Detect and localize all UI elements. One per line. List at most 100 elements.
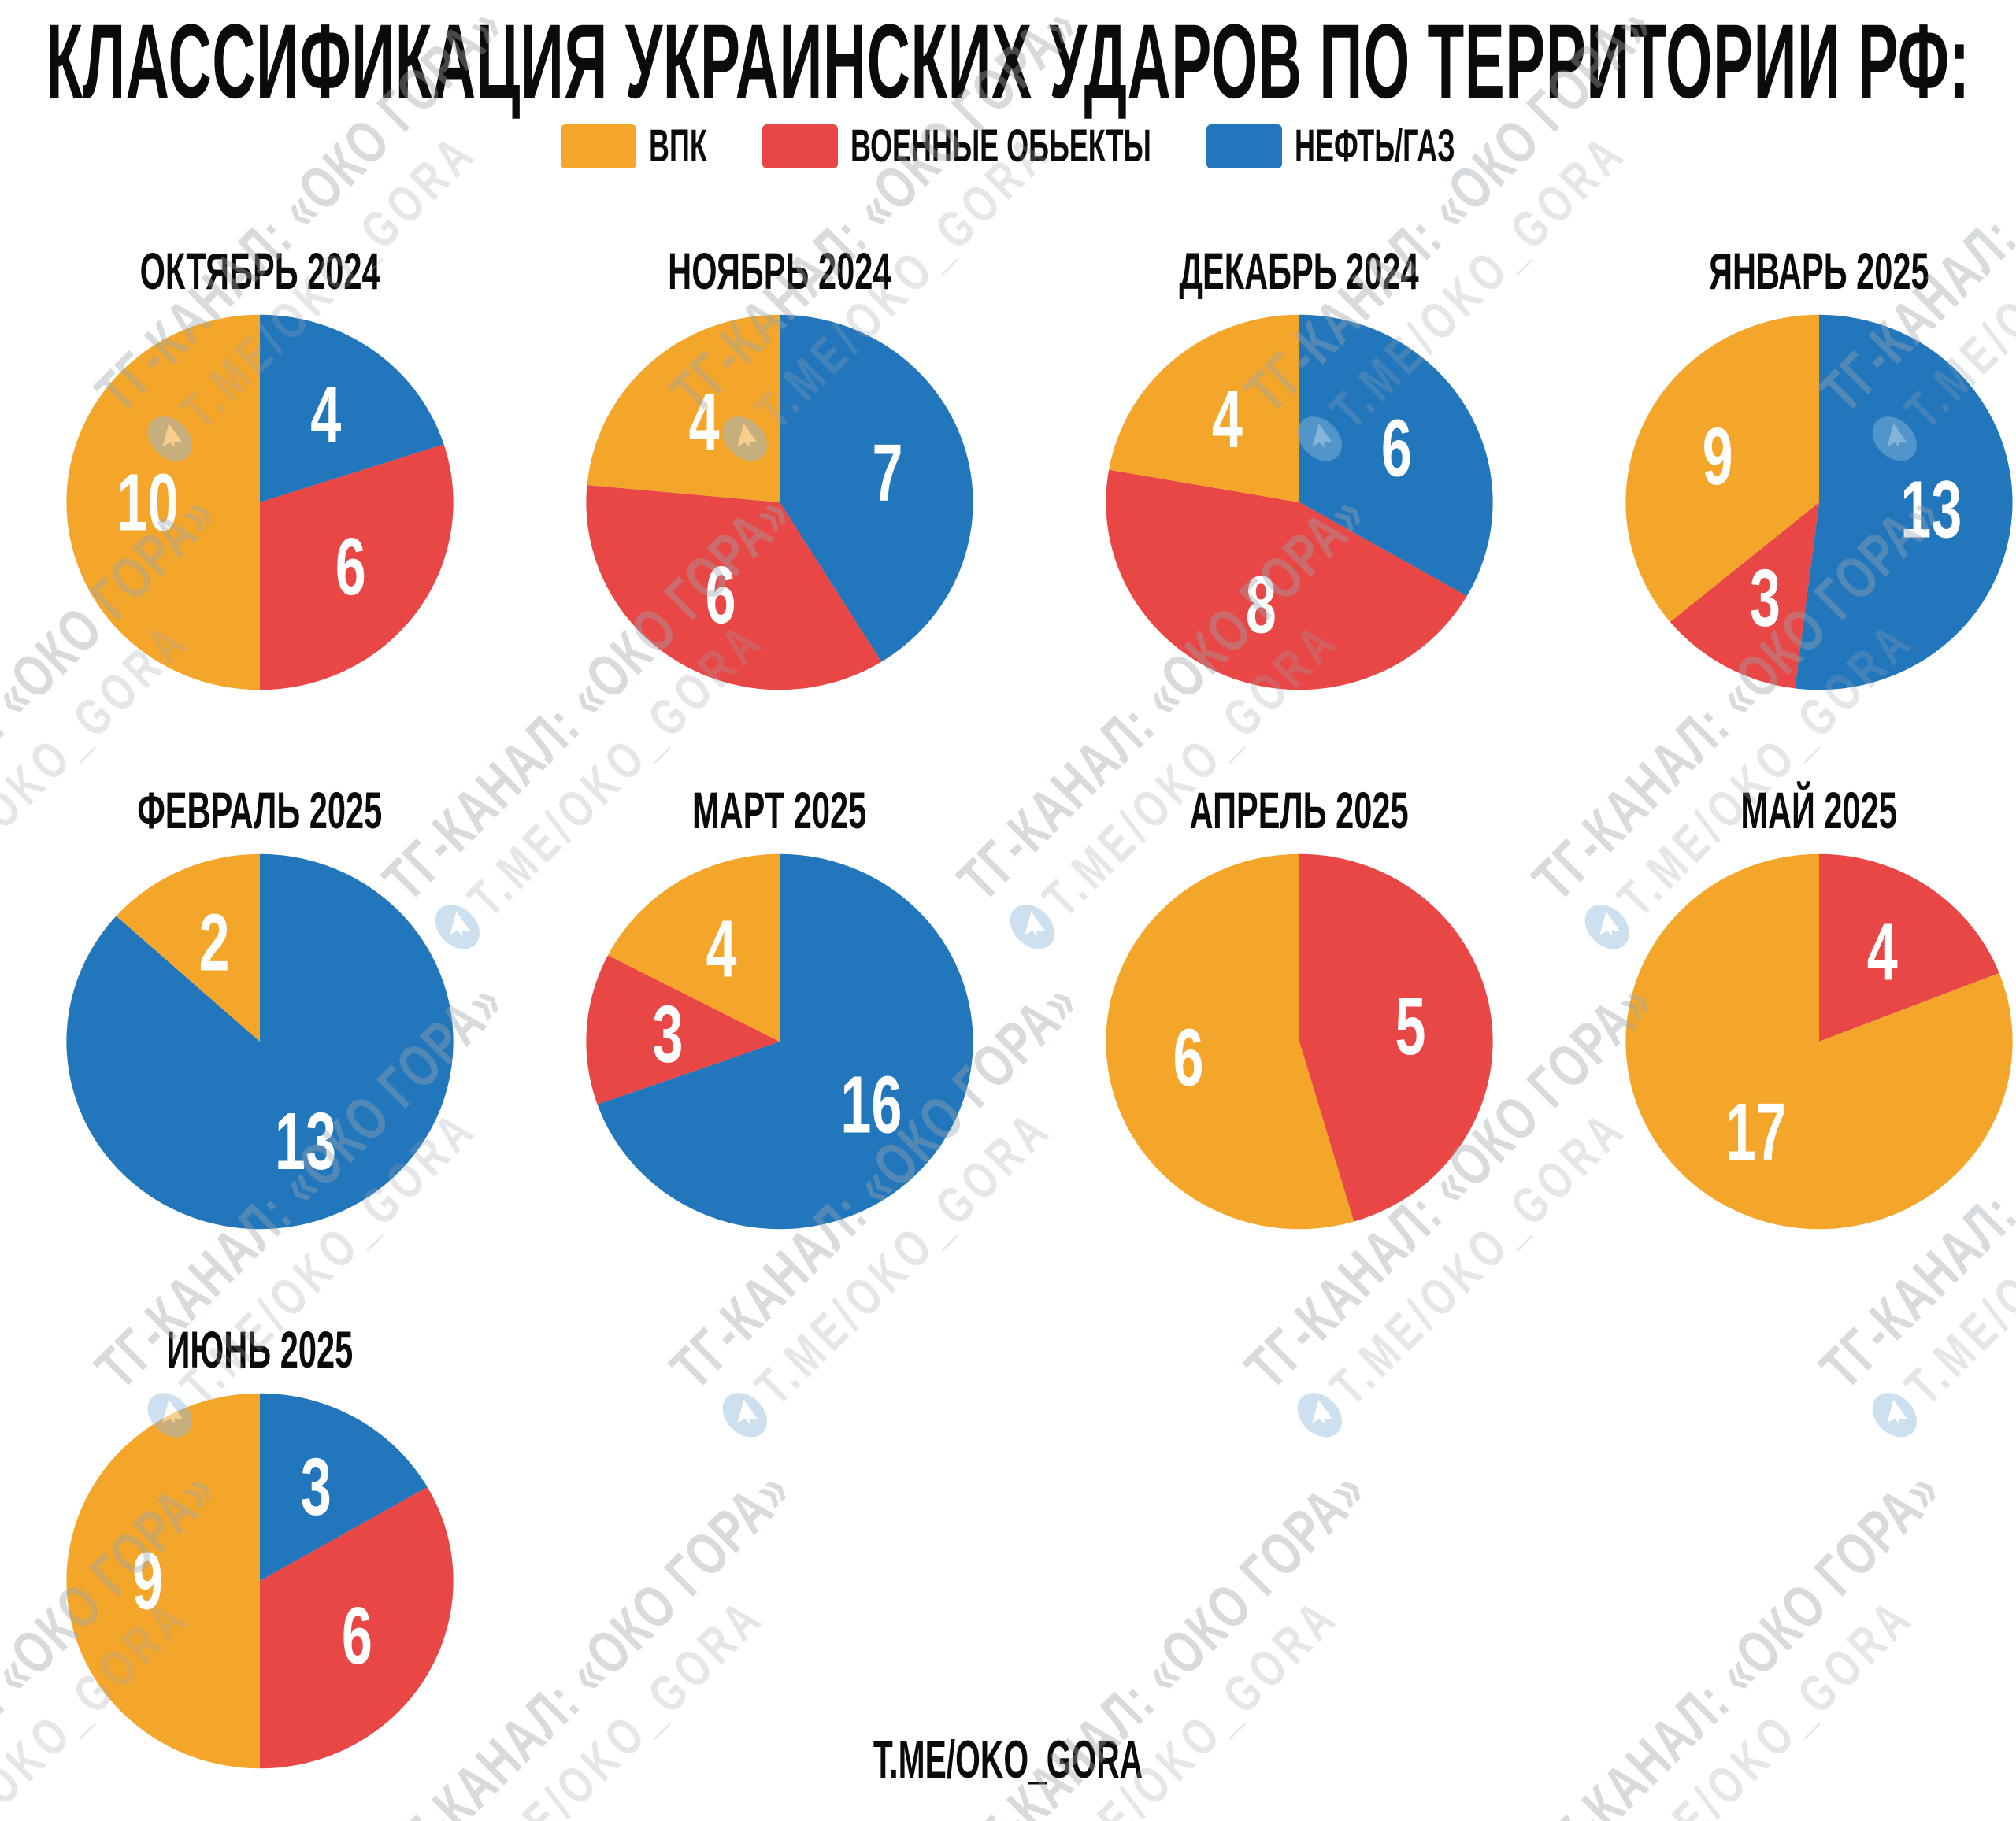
chart-month-title: МАЙ 2025: [1567, 775, 2016, 845]
pie-slice-oilgas: [597, 853, 973, 1230]
chart-month-title-text: ИЮНЬ 2025: [166, 1320, 354, 1379]
watermark-link-label: T.ME/OKO_GORA: [1606, 1586, 1925, 1821]
chart-month-title: ФЕВРАЛЬ 2025: [8, 775, 512, 845]
pie-slice-vpk: [607, 853, 780, 1042]
chart-cell-5: МАРТ 20251634: [528, 775, 1032, 1235]
pie-slice-oilgas: [260, 1393, 428, 1581]
chart-month-title: ОКТЯБРЬ 2024: [8, 236, 512, 305]
legend-label-oilgas: НЕФТЬ/ГАЗ: [1294, 120, 1455, 172]
pie-slice-oilgas: [66, 853, 454, 1230]
chart-cell-8: ИЮНЬ 2025 36 9: [8, 1315, 512, 1775]
pie-chart-7: 4 17: [1625, 853, 2013, 1230]
legend: ВПК ВОЕННЫЕ ОБЬЕКТЫ НЕФТЬ/ГАЗ: [0, 120, 2016, 172]
slice-value-label: 3: [1750, 552, 1781, 643]
chart-month-title: АПРЕЛЬ 2025: [1047, 775, 1551, 845]
chart-month-title-text: ЯНВАРЬ 2025: [1709, 242, 1929, 300]
footer-link: T.ME/OKO_GORA: [873, 1730, 1143, 1790]
pie-chart-0: 4 6 10: [66, 314, 454, 690]
chart-cell-6: АПРЕЛЬ 202556: [1047, 775, 1551, 1235]
chart-month-title: МАРТ 2025: [528, 775, 1032, 845]
pie-slice-military: [586, 955, 780, 1105]
pie-chart-2: 6 8 4: [1106, 314, 1493, 690]
pie-slice-oilgas: [1299, 314, 1493, 597]
chart-month-title-text: МАЙ 2025: [1740, 781, 1898, 839]
pie-slice-military: [1299, 853, 1493, 1222]
slice-value-label: 4: [1867, 906, 1898, 997]
telegram-plane-icon: [1288, 1384, 1351, 1446]
slice-value-label: 8: [1246, 559, 1277, 650]
chart-cell-2: ДЕКАБРЬ 2024 6 8 4: [1047, 236, 1551, 696]
legend-item-oilgas: НЕФТЬ/ГАЗ: [1206, 120, 1455, 172]
pie-chart-1: 7 6 4: [586, 314, 973, 690]
chart-cell-0: ОКТЯБРЬ 2024 4 6 10: [8, 236, 512, 696]
chart-cell-3: ЯНВАРЬ 2025 13 39: [1567, 236, 2016, 696]
pie-chart-6: 56: [1106, 853, 1493, 1230]
chart-month-title-text: АПРЕЛЬ 2025: [1190, 781, 1409, 839]
legend-swatch-military: [762, 124, 839, 168]
pie-slice-vpk: [587, 314, 780, 502]
legend-label-military: ВОЕННЫЕ ОБЬЕКТЫ: [850, 120, 1152, 172]
slice-value-label: 4: [310, 368, 341, 460]
pie-chart-5: 1634: [586, 853, 973, 1230]
legend-swatch-oilgas: [1206, 124, 1282, 168]
chart-cell-1: НОЯБРЬ 2024 7 6 4: [528, 236, 1032, 696]
pie-slice-oilgas: [780, 314, 973, 662]
slice-value-label: 10: [117, 457, 179, 548]
slice-value-label: 9: [132, 1535, 163, 1627]
page-title: КЛАССИФИКАЦИЯ УКРАИНСКИХ УДАРОВ ПО ТЕРРИ…: [46, 3, 1970, 120]
watermark-channel-text: ТГ-КАНАЛ: «ОКО ГОРА»: [1520, 1456, 1955, 1821]
legend-label-vpk: ВПК: [649, 120, 708, 172]
slice-value-label: 6: [1381, 402, 1412, 494]
slice-value-label: 13: [1900, 464, 1962, 555]
slice-value-label: 7: [873, 427, 903, 518]
slice-value-label: 2: [199, 897, 230, 988]
pie-chart-8: 36 9: [66, 1393, 454, 1769]
watermark: ТГ-КАНАЛ: «ОКО ГОРА»T.ME/OKO_GORA: [1520, 1456, 2001, 1821]
pie-slice-vpk: [116, 853, 260, 1042]
pie-slice-vpk: [66, 1393, 260, 1769]
watermark-link-text: T.ME/OKO_GORA: [1573, 1509, 2001, 1821]
chart-cell-7: МАЙ 2025 4 17: [1567, 775, 2016, 1235]
pie-slice-military: [260, 444, 454, 690]
chart-month-title-text: НОЯБРЬ 2024: [668, 242, 891, 300]
pie-slice-oilgas: [1795, 314, 2013, 690]
legend-item-vpk: ВПК: [561, 120, 707, 172]
pie-slice-military: [260, 1486, 454, 1769]
pie-slice-vpk: [1109, 314, 1299, 502]
slice-value-label: 6: [1173, 1012, 1203, 1103]
slice-value-label: 4: [1212, 373, 1243, 465]
pie-slice-vpk: [1625, 314, 1819, 622]
slice-value-label: 17: [1725, 1086, 1787, 1177]
slice-value-label: 6: [342, 1590, 372, 1681]
pie-slice-vpk: [66, 314, 260, 690]
slice-value-label: 4: [689, 376, 720, 468]
pie-chart-3: 13 39: [1625, 314, 2013, 690]
chart-month-title-text: ДЕКАБРЬ 2024: [1179, 242, 1420, 300]
chart-month-title-text: МАРТ 2025: [692, 781, 867, 839]
legend-swatch-vpk: [561, 124, 637, 168]
chart-month-title-text: ФЕВРАЛЬ 2025: [137, 781, 383, 839]
pie-slice-military: [1106, 469, 1467, 690]
chart-cell-4: ФЕВРАЛЬ 2025 13 2: [8, 775, 512, 1235]
slice-value-label: 13: [275, 1095, 336, 1186]
slice-value-label: 3: [652, 989, 683, 1080]
slice-value-label: 3: [301, 1441, 332, 1532]
pie-slice-vpk: [1625, 853, 2013, 1230]
slice-value-label: 5: [1395, 980, 1426, 1072]
telegram-plane-icon: [713, 1384, 776, 1446]
pie-slice-military: [1670, 502, 1819, 689]
pie-slice-military: [586, 485, 882, 690]
chart-month-title-text: ОКТЯБРЬ 2024: [139, 242, 380, 300]
legend-item-military: ВОЕННЫЕ ОБЬЕКТЫ: [762, 120, 1151, 172]
chart-month-title: НОЯБРЬ 2024: [528, 236, 1032, 305]
chart-month-title: ИЮНЬ 2025: [8, 1315, 512, 1384]
slice-value-label: 6: [335, 520, 366, 612]
slice-value-label: 4: [706, 903, 736, 994]
pie-chart-4: 13 2: [66, 853, 454, 1230]
pie-slice-military: [1819, 853, 1999, 1042]
slice-value-label: 16: [840, 1059, 902, 1150]
pie-slice-oilgas: [260, 314, 444, 502]
telegram-plane-icon: [1863, 1384, 1925, 1446]
pie-slice-vpk: [1106, 853, 1354, 1230]
